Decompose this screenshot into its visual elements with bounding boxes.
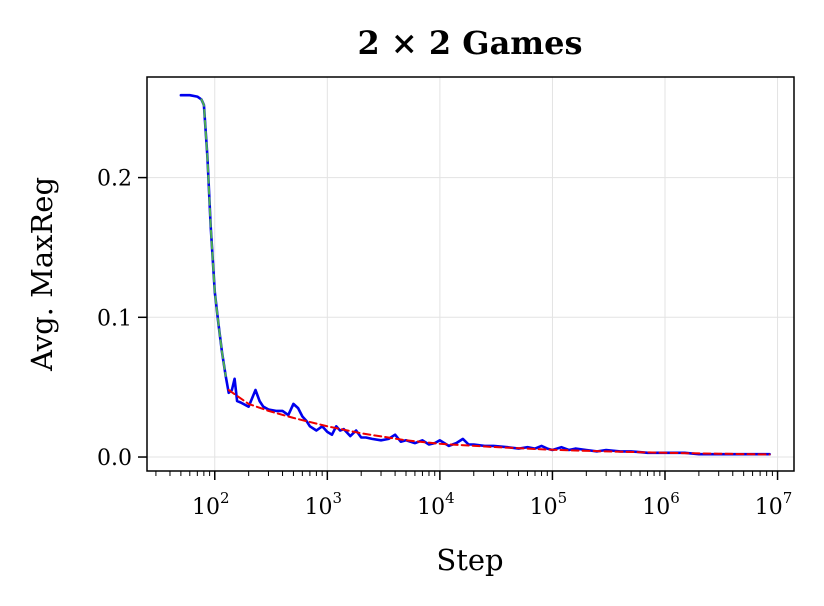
x-tick-label-exponent: 6 bbox=[670, 489, 680, 507]
x-tick-label-base: 10 bbox=[192, 495, 220, 520]
x-tick-label-exponent: 5 bbox=[558, 489, 568, 507]
x-tick-label-base: 10 bbox=[417, 495, 445, 520]
x-tick-label: 103 bbox=[305, 489, 343, 520]
y-tick-label: 0.0 bbox=[97, 446, 132, 471]
x-axis-label: Step bbox=[436, 543, 503, 577]
x-tick-label: 104 bbox=[417, 489, 455, 520]
x-tick-label-base: 10 bbox=[305, 495, 333, 520]
chart-title: 2 × 2 Games bbox=[357, 24, 582, 62]
x-tick-label-exponent: 3 bbox=[333, 489, 343, 507]
x-tick-label-exponent: 2 bbox=[220, 489, 230, 507]
x-tick-label: 107 bbox=[755, 489, 793, 520]
plot-frame bbox=[146, 76, 795, 472]
y-tick-label: 0.2 bbox=[97, 167, 132, 192]
series-line-2 bbox=[227, 389, 771, 456]
y-tick-label: 0.1 bbox=[97, 306, 132, 331]
x-tick-label: 102 bbox=[192, 489, 230, 520]
x-tick-label: 105 bbox=[530, 489, 568, 520]
x-tick-label-base: 10 bbox=[530, 495, 558, 520]
y-axis-label: Avg. MaxReg bbox=[25, 177, 59, 372]
x-tick-label: 106 bbox=[642, 489, 680, 520]
series-line-1 bbox=[200, 98, 227, 377]
x-tick-label-exponent: 4 bbox=[445, 489, 455, 507]
x-tick-label-base: 10 bbox=[755, 495, 783, 520]
grid bbox=[147, 77, 794, 471]
x-tick-label-base: 10 bbox=[642, 495, 670, 520]
series-group bbox=[179, 93, 771, 456]
x-tick-label-exponent: 7 bbox=[783, 489, 793, 507]
series-line-0 bbox=[179, 93, 771, 456]
